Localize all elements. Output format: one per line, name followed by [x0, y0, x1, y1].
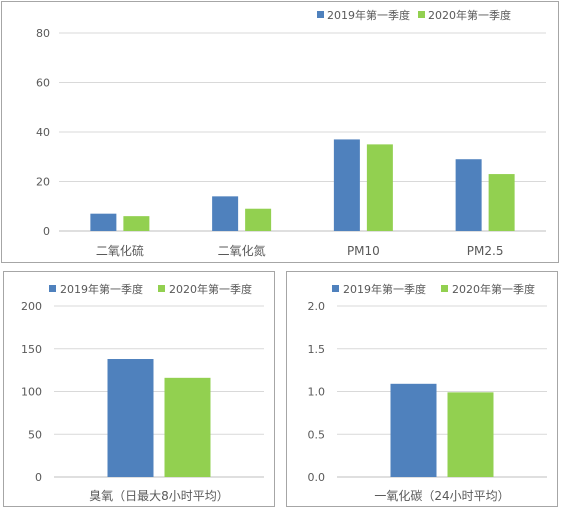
bar-2019 — [455, 159, 482, 231]
y-tick-label: 0.5 — [308, 428, 326, 441]
legend-swatch — [317, 11, 324, 18]
x-category-label: 一氧化碳（24小时平均） — [374, 489, 509, 503]
bar-2019 — [390, 383, 437, 477]
y-tick-label: 200 — [21, 300, 42, 313]
y-tick-label: 0.0 — [308, 471, 326, 484]
legend-swatch — [441, 285, 448, 292]
legend-label: 2020年第一季度 — [428, 8, 511, 22]
y-tick-label: 0 — [43, 225, 50, 238]
x-category-label: 臭氧（日最大8小时平均） — [89, 488, 229, 503]
legend-label: 2019年第一季度 — [60, 282, 143, 296]
y-tick-label: 1.0 — [308, 386, 326, 399]
bar-2019 — [333, 139, 360, 231]
bar-2020 — [123, 216, 150, 231]
y-tick-label: 100 — [21, 386, 42, 399]
legend-swatch — [418, 11, 425, 18]
chart-panel-carbon-monoxide: 0.0 0.5 1.0 1.5 2.0 一氧化碳（24小时平均） 2019年第一季度 2020… — [286, 271, 558, 507]
legend-swatch — [332, 285, 339, 292]
y-tick-label: 150 — [21, 343, 42, 356]
legend-swatch — [158, 285, 165, 292]
x-category-label: PM10 — [347, 244, 380, 258]
x-category-label: 二氧化氮 — [218, 243, 266, 258]
x-category-label: 二氧化硫 — [96, 243, 144, 258]
y-tick-label: 60 — [36, 77, 50, 90]
legend-label: 2020年第一季度 — [452, 282, 535, 296]
y-tick-label: 50 — [28, 428, 42, 441]
y-tick-label: 1.5 — [308, 343, 326, 356]
legend-label: 2019年第一季度 — [327, 8, 410, 22]
bar-2020 — [488, 174, 515, 231]
bar-2020 — [447, 392, 494, 477]
y-tick-label: 2.0 — [308, 300, 326, 313]
bar-2020 — [245, 208, 272, 231]
legend-label: 2020年第一季度 — [169, 282, 252, 296]
y-tick-label: 20 — [36, 176, 50, 189]
bar-chart-ozone: 0 50 100 150 200 臭氧（日最大8小时平均） 2019年第一季度 2020年第一… — [21, 282, 264, 503]
bar-chart-carbon-monoxide: 0.0 0.5 1.0 1.5 2.0 一氧化碳（24小时平均） 2019年第一季度 2020… — [308, 282, 547, 503]
chart-panel-ozone: 0 50 100 150 200 臭氧（日最大8小时平均） 2019年第一季度 2020年第一… — [3, 271, 275, 507]
bar-chart-main-pollutants: 0 20 40 60 80 二氧化硫 二氧化氮 PM10 PM2.5 2019年第一季度 2020年… — [36, 8, 546, 258]
legend-label: 2019年第一季度 — [343, 282, 426, 296]
bar-2019 — [107, 359, 154, 477]
bar-2020 — [164, 377, 211, 477]
y-tick-label: 0 — [35, 471, 42, 484]
bar-2020 — [366, 144, 393, 231]
bar-2019 — [212, 196, 239, 231]
bar-2019 — [90, 213, 117, 231]
y-tick-label: 40 — [36, 126, 50, 139]
chart-panel-main-pollutants: 0 20 40 60 80 二氧化硫 二氧化氮 PM10 PM2.5 2019年第一季度 2020年… — [1, 1, 559, 263]
x-category-label: PM2.5 — [467, 244, 504, 258]
y-tick-label: 80 — [36, 27, 50, 40]
legend-swatch — [49, 285, 56, 292]
